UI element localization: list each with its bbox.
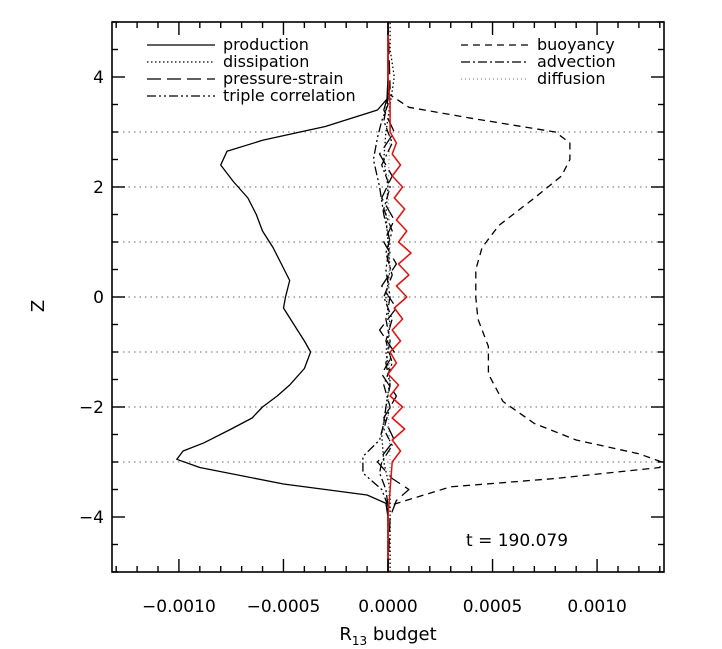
- y-tick-label-4: 4: [93, 68, 104, 88]
- x-axis-title-tail: budget: [367, 624, 437, 645]
- legend: productiondissipationpressure-straintrip…: [147, 35, 616, 105]
- series-line-red-total: [387, 22, 412, 572]
- x-axis-title-subscript: 13: [352, 634, 367, 648]
- x-tick-label-4: 0.0010: [567, 597, 626, 617]
- axis-ticks: [112, 21, 664, 573]
- y-tick-label-2: 0: [93, 288, 104, 308]
- x-tick-label-3: 0.0005: [463, 597, 522, 617]
- legend-label-production: production: [223, 35, 309, 54]
- x-axis-title-main: R: [339, 624, 352, 645]
- y-tick-label-0: −4: [79, 508, 104, 528]
- legend-label-advection: advection: [537, 52, 616, 71]
- legend-label-pressure-strain: pressure-strain: [223, 69, 343, 88]
- legend-label-diffusion: diffusion: [537, 69, 605, 88]
- legend-label-triple-correlation: triple correlation: [223, 86, 356, 105]
- legend-label-dissipation: dissipation: [223, 52, 309, 71]
- series-lines: [176, 21, 663, 573]
- series-line-buoyancy: [387, 22, 663, 572]
- series-line-advection: [378, 22, 393, 572]
- x-axis-title: R13 budget: [339, 624, 436, 648]
- x-tick-label-1: −0.0005: [247, 597, 321, 617]
- legend-label-buoyancy: buoyancy: [537, 35, 615, 54]
- x-tick-label-0: −0.0010: [142, 597, 216, 617]
- axis-tick-labels: −0.0010 −0.0005 0.0000 0.0005 0.0010 −4 −2 0 2 4: [79, 68, 627, 617]
- series-line-production: [176, 22, 389, 572]
- time-annotation: t = 190.079: [466, 531, 568, 551]
- series-line-triple-correlation: [362, 22, 391, 572]
- y-axis-title: Z: [28, 300, 49, 312]
- y-tick-label-3: 2: [93, 178, 104, 198]
- y-tick-label-1: −2: [79, 398, 104, 418]
- series-line-dissipation: [381, 22, 395, 572]
- x-tick-label-2: 0.0000: [358, 597, 417, 617]
- series-line-pressure-strain: [376, 21, 410, 573]
